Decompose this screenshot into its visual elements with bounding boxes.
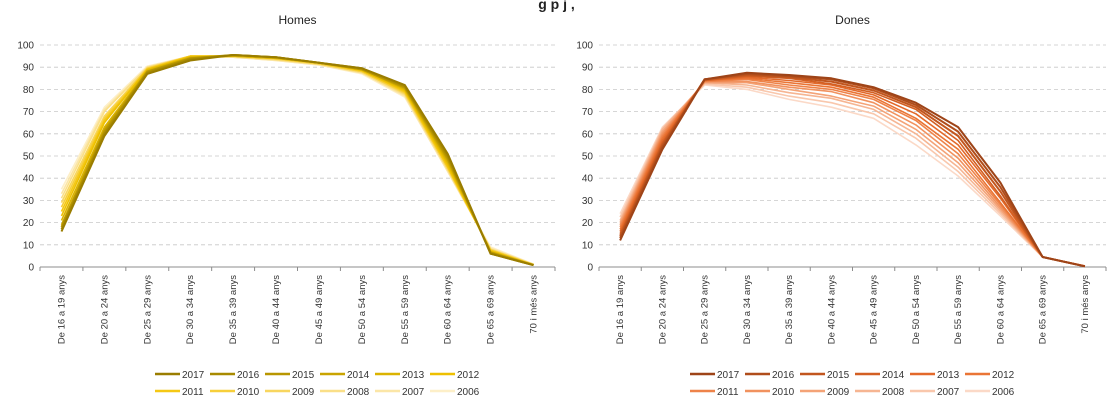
chart-2-legend-label-2007: 2007 (937, 387, 960, 398)
chart-2-y-tick-label: 100 (576, 41, 593, 52)
chart-2-legend-label-2008: 2008 (882, 387, 905, 398)
chart-1-y-tick-label: 60 (23, 129, 35, 140)
chart-1-x-tick-label: De 45 a 49 anys (314, 275, 325, 344)
chart-1-x-tick-label: De 30 a 34 anys (185, 275, 196, 344)
chart-1-y-tick-label: 40 (23, 174, 35, 185)
page-title-fragment: g p j , (538, 0, 575, 12)
chart-2-y-tick-label: 30 (582, 196, 594, 207)
chart-1-x-tick-label: 70 i més anys (529, 275, 540, 334)
chart-1-y-tick-label: 80 (23, 85, 35, 96)
chart-2-x-tick-label: De 60 a 64 anys (995, 275, 1006, 344)
chart-2-legend-label-2013: 2013 (937, 370, 960, 381)
chart-2-series-2012-line (619, 77, 1086, 267)
chart-1-title: Homes (278, 13, 316, 27)
chart-2-x-tick-label: De 20 a 24 anys (657, 275, 668, 344)
chart-1-legend-label-2010: 2010 (237, 387, 260, 398)
chart-2-series-2008-line (619, 81, 1086, 267)
chart-1-series-2012-line (60, 55, 534, 266)
chart-1-x-tick-label: De 50 a 54 anys (357, 275, 368, 344)
chart-1-y-tick-label: 0 (28, 263, 34, 274)
chart-2-legend-label-2011: 2011 (717, 387, 739, 398)
chart-1-x-tick-label: De 35 a 39 anys (228, 275, 239, 344)
chart-2-x-tick-label: De 25 a 29 anys (700, 275, 711, 344)
chart-2-y-tick-label: 40 (582, 174, 594, 185)
chart-1-x-tick-label: De 65 a 69 anys (486, 275, 497, 344)
chart-1-legend-label-2013: 2013 (402, 370, 425, 381)
chart-1-y-tick-label: 20 (23, 218, 35, 229)
chart-1-x-tick-label: De 40 a 44 anys (271, 275, 282, 344)
chart-2-series-2010-line (619, 80, 1086, 267)
chart-1-x-tick-label: De 20 a 24 anys (99, 275, 110, 344)
chart-1-legend-label-2012: 2012 (457, 370, 480, 381)
chart-2-y-tick-label: 0 (587, 263, 593, 274)
chart-2-x-tick-label: De 50 a 54 anys (911, 275, 922, 344)
chart-2-y-tick-label: 50 (582, 152, 594, 163)
chart-2-legend-label-2016: 2016 (772, 370, 795, 381)
chart-1-series-2017-line (60, 54, 534, 267)
chart-1-y-tick-label: 10 (23, 240, 35, 251)
chart-1-legend-label-2017: 2017 (182, 370, 205, 381)
chart-2-legend-label-2014: 2014 (882, 370, 905, 381)
chart-1-legend-label-2011: 2011 (182, 387, 204, 398)
chart-2-y-tick-label: 10 (582, 240, 594, 251)
chart-2-legend-label-2009: 2009 (827, 387, 850, 398)
chart-1-legend-label-2007: 2007 (402, 387, 425, 398)
chart-1-y-tick-label: 50 (23, 152, 35, 163)
chart-2-legend-label-2012: 2012 (992, 370, 1015, 381)
chart-2-x-tick-label: De 30 a 34 anys (742, 275, 753, 344)
chart-1-legend-label-2009: 2009 (292, 387, 315, 398)
chart-2-series-2011-line (619, 78, 1086, 267)
chart-2-y-tick-label: 20 (582, 218, 594, 229)
chart-1-legend-label-2006: 2006 (457, 387, 480, 398)
chart-2-title: Dones (835, 13, 870, 27)
chart-1-y-tick-label: 90 (23, 63, 35, 74)
chart-2-x-tick-label: De 45 a 49 anys (869, 275, 880, 344)
chart-2-y-tick-label: 90 (582, 63, 594, 74)
chart-1-x-tick-label: De 25 a 29 anys (142, 275, 153, 344)
chart-1-x-tick-label: De 16 a 19 anys (56, 275, 67, 344)
chart-2-legend-label-2006: 2006 (992, 387, 1015, 398)
chart-2-series-2017-line (619, 71, 1086, 268)
chart-1-legend-label-2014: 2014 (347, 370, 370, 381)
chart-2-legend-label-2010: 2010 (772, 387, 795, 398)
chart-2-x-tick-label: De 55 a 59 anys (953, 275, 964, 344)
chart-2-x-tick-label: De 40 a 44 anys (826, 275, 837, 344)
chart-2-series-2006-line (619, 84, 1086, 267)
chart-2-x-tick-label: De 35 a 39 anys (784, 275, 795, 344)
chart-2-series-2009-line (619, 81, 1086, 267)
chart-1-x-tick-label: De 55 a 59 anys (400, 275, 411, 344)
chart-1-legend-label-2008: 2008 (347, 387, 370, 398)
chart-2-x-tick-label: 70 i més anys (1080, 275, 1091, 334)
chart-2-legend-label-2015: 2015 (827, 370, 850, 381)
chart-2-legend-label-2017: 2017 (717, 370, 740, 381)
chart-2-x-tick-label: De 16 a 19 anys (615, 275, 626, 344)
chart-1-legend-label-2016: 2016 (237, 370, 260, 381)
chart-2-y-tick-label: 60 (582, 129, 594, 140)
chart-2-x-tick-label: De 65 a 69 anys (1038, 275, 1049, 344)
chart-1-y-tick-label: 100 (17, 41, 34, 52)
chart-1-x-tick-label: De 60 a 64 anys (443, 275, 454, 344)
chart-1-legend-label-2015: 2015 (292, 370, 315, 381)
chart-1-y-tick-label: 70 (23, 107, 35, 118)
chart-2-y-tick-label: 80 (582, 85, 594, 96)
chart-1-y-tick-label: 30 (23, 196, 35, 207)
chart-2-y-tick-label: 70 (582, 107, 594, 118)
